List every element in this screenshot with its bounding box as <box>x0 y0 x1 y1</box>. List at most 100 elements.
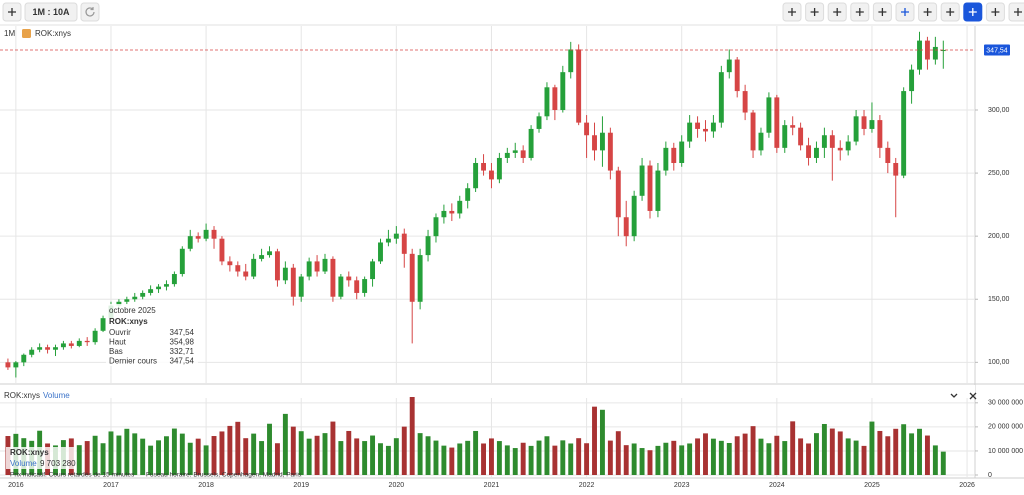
volume-bar <box>140 438 146 475</box>
volume-bar <box>338 441 344 475</box>
tooltip-row-value: 354,98 <box>170 338 195 347</box>
collapse-icon[interactable] <box>950 393 958 398</box>
candle-body <box>156 286 161 290</box>
candle-body <box>782 125 788 148</box>
tooltip-row-label: Bas <box>109 347 123 356</box>
volume-indicator: Volume <box>43 391 70 400</box>
candle-body <box>536 116 542 129</box>
candle-body <box>703 128 708 132</box>
add-icon <box>8 8 16 16</box>
volume-bar <box>639 448 645 475</box>
volume-bar <box>655 445 661 475</box>
candle-body <box>568 49 574 73</box>
candle-body <box>60 343 66 348</box>
candle-body <box>489 170 494 180</box>
candle-body <box>671 147 677 163</box>
candle-body <box>203 229 209 239</box>
volume-symbol: ROK:xnys <box>4 391 40 400</box>
candle-body <box>552 87 558 111</box>
candle-body <box>687 122 693 142</box>
candle-body <box>806 145 811 158</box>
candle-body <box>164 284 169 287</box>
tooltip: octobre 2025 ROK:xnys Ouvrir 347,54 Haut 35… <box>106 304 198 366</box>
y-tick-label: 0 <box>988 472 992 479</box>
x-tick-label: 2021 <box>484 482 500 489</box>
volume-bar <box>671 440 677 475</box>
candle-body <box>425 236 431 256</box>
candle-body <box>647 165 653 211</box>
volume-bar <box>227 425 233 475</box>
candle-body <box>306 261 312 277</box>
candle-body <box>544 87 550 117</box>
volume-bar <box>528 445 534 475</box>
candle-body <box>821 135 827 148</box>
tooltip-row-value: 347,54 <box>170 357 195 366</box>
candle-body <box>869 120 875 129</box>
volume-bar <box>457 443 463 475</box>
y-tick-label: 200,00 <box>988 233 1010 240</box>
candle-body <box>322 258 328 272</box>
volume-bar <box>703 433 708 475</box>
candle-body <box>227 261 233 266</box>
volume-bar <box>821 423 827 475</box>
volume-bar <box>829 428 835 475</box>
tool-icon <box>833 8 842 16</box>
volume-bar <box>84 441 90 475</box>
volume-bar <box>869 421 875 475</box>
candle-body <box>814 147 819 158</box>
candle-body <box>639 165 645 196</box>
candle-body <box>512 150 518 153</box>
candle-body <box>29 349 35 355</box>
y-tick-label: 20 000 000 <box>988 424 1023 431</box>
volume-bar <box>623 445 629 475</box>
volume-legend-value: 9 703 280 <box>40 459 76 468</box>
tool-buttons <box>782 2 1024 22</box>
volume-bar <box>385 445 391 475</box>
candle-body <box>576 49 582 123</box>
close-icon[interactable] <box>969 392 977 400</box>
candle-body <box>473 162 479 189</box>
volume-bar <box>92 435 98 475</box>
candle-body <box>148 289 154 293</box>
symbol-badge <box>22 29 31 38</box>
refresh-button[interactable] <box>80 2 100 22</box>
volume-bar <box>924 435 930 475</box>
volume-bar <box>837 431 843 475</box>
tooltip-row-value: 347,54 <box>170 328 195 337</box>
candle-body <box>877 120 883 148</box>
candle-body <box>211 229 217 239</box>
volume-legend-box <box>6 447 76 469</box>
volume-bar <box>758 438 764 475</box>
range-button[interactable] <box>24 2 78 22</box>
tooltip-row-label: Dernier cours <box>109 357 157 366</box>
volume-header <box>0 385 975 397</box>
volume-bar <box>774 435 780 475</box>
candle-body <box>853 116 859 142</box>
volume-bar <box>845 438 851 475</box>
volume-bar <box>195 438 201 475</box>
candle-body <box>655 170 661 211</box>
candle-body <box>259 255 265 259</box>
volume-bar <box>378 443 383 475</box>
candle-body <box>116 301 122 306</box>
volume-bar <box>362 441 368 475</box>
candle-body <box>282 267 288 281</box>
volume-bar <box>243 438 249 475</box>
tooltip-rows: Ouvrir 347,54 Haut 354,98 Bas 332,71 Dernier c… <box>109 328 195 366</box>
candle-body <box>378 242 383 262</box>
candle-body <box>314 261 320 272</box>
volume-bar <box>544 436 550 475</box>
volume-bar <box>552 445 558 475</box>
volume-bar <box>116 435 122 475</box>
candle-body <box>758 132 764 151</box>
candle-body <box>417 255 423 302</box>
volume-bar <box>322 433 328 475</box>
candle-body <box>124 299 130 302</box>
candle-body <box>932 46 938 60</box>
y-tick-label: 100,00 <box>988 359 1010 366</box>
mark-layer <box>0 31 975 475</box>
volume-bar <box>465 440 471 475</box>
volume-legend: ROK:xnys Volume 9 703 280 <box>6 447 76 469</box>
candle-body <box>235 265 241 272</box>
volume-bar <box>473 430 479 475</box>
